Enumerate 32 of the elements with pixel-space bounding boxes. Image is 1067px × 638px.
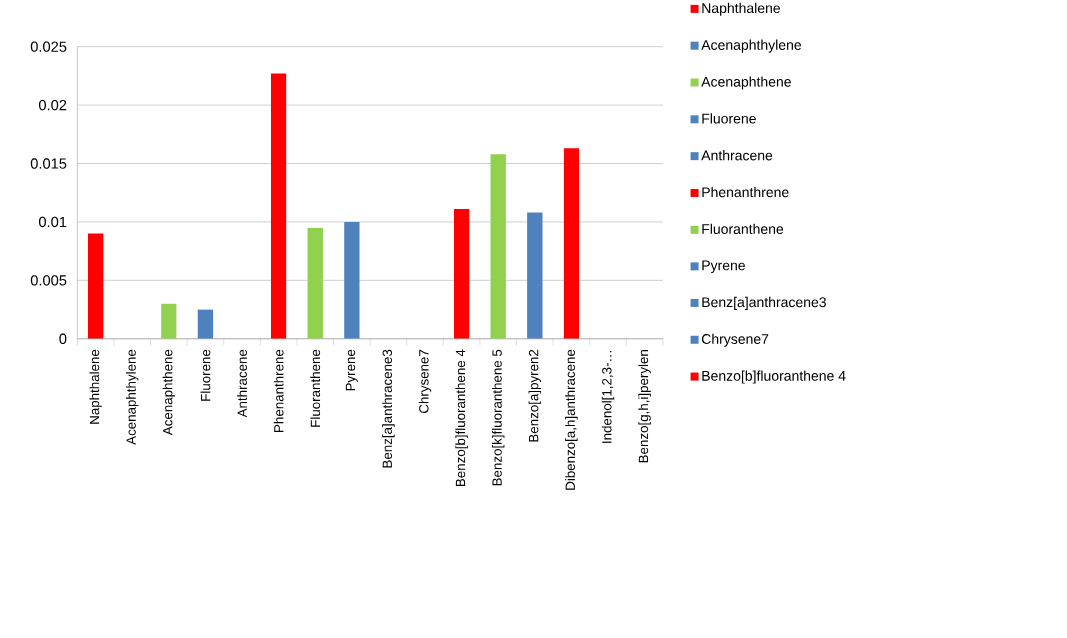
x-tick-label: Indenol[1,2,3-… bbox=[601, 351, 615, 444]
y-tick-label: 0.015 bbox=[30, 158, 67, 169]
y-tick-label: 0 bbox=[59, 333, 67, 345]
x-tick-label: Naphthalene bbox=[89, 350, 102, 424]
legend-label: Anthracene bbox=[701, 150, 773, 161]
y-tick-label: 0.01 bbox=[38, 216, 67, 228]
x-tick-label: Fluorene bbox=[200, 350, 211, 401]
y-tick-label: 0.005 bbox=[30, 275, 67, 286]
x-tick-label: Benzo[a]pyren2 bbox=[528, 350, 542, 442]
x-tick-label: Benzo[k]fluoranthene 5 bbox=[491, 349, 505, 486]
x-tick-label: Benzo[b]fluoranthene 4 bbox=[455, 349, 468, 487]
legend-label: Acenaphthene bbox=[701, 76, 791, 90]
legend-label: Phenanthrene bbox=[702, 187, 789, 198]
x-tick-label: Acenaphthene bbox=[162, 350, 176, 436]
y-tick-label: 0.02 bbox=[38, 100, 67, 111]
x-tick-label: Acenaphthylene bbox=[126, 350, 139, 446]
x-tick-label: Anthracene bbox=[237, 350, 247, 418]
legend-label: Fluoranthene bbox=[702, 223, 784, 235]
x-tick-label: Pyrene bbox=[345, 350, 358, 391]
x-tick-label: Chrysene7 bbox=[418, 350, 432, 414]
legend-label: Pyrene bbox=[702, 260, 745, 274]
legend-label: Acenaphthylene bbox=[701, 39, 802, 53]
x-tick-label: Phenanthrene bbox=[273, 350, 284, 433]
y-tick-label: 0.025 bbox=[30, 41, 67, 53]
legend-label: Benz[a]anthracene3 bbox=[702, 297, 826, 311]
legend-label: Naphthalene bbox=[702, 3, 780, 17]
legend-label: Fluorene bbox=[702, 113, 756, 124]
x-tick-label: Benz[a]anthracene3 bbox=[382, 349, 395, 468]
legend-label: Chrysene7 bbox=[701, 333, 769, 347]
x-tick-label: Dibenzo[a,h]anthracene bbox=[565, 350, 578, 490]
x-tick-label: Benzo[g,h,i]perylen bbox=[638, 350, 651, 463]
x-tick-label: Fluoranthene bbox=[310, 350, 321, 427]
